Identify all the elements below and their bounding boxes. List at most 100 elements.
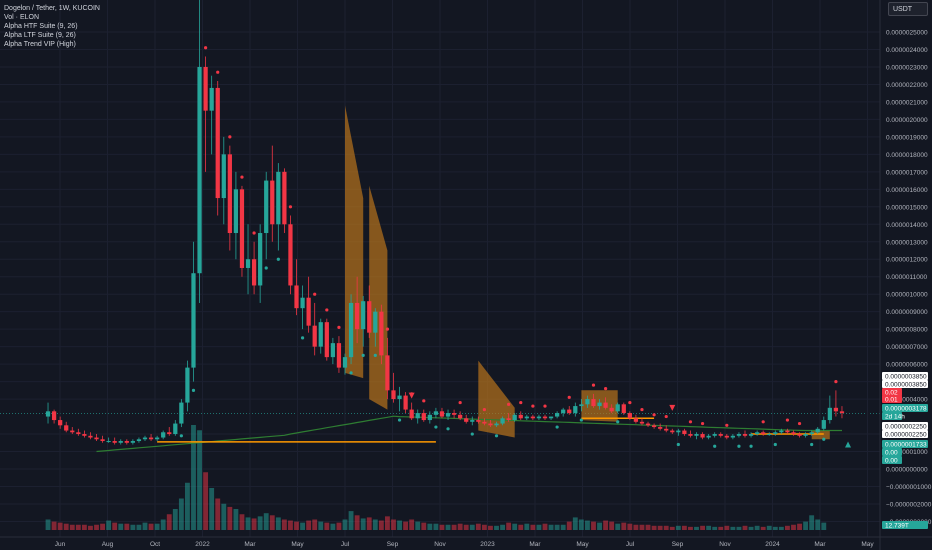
candle-body — [100, 439, 105, 442]
volume-bar — [530, 524, 536, 530]
volume-bar — [427, 523, 433, 530]
y-tick-label: 0.0000025000 — [886, 30, 928, 37]
candle-body — [585, 399, 590, 405]
signal-dot — [531, 404, 535, 408]
volume-bar — [778, 526, 784, 530]
volume-bar — [439, 524, 445, 530]
volume-bar — [372, 519, 378, 530]
legend-indicator-trend[interactable]: Alpha Trend VIP (High) — [4, 41, 76, 48]
candle-body — [245, 259, 251, 268]
y-tick-label: 0.0000015000 — [886, 204, 928, 211]
y-tick-label: 0.0000024000 — [886, 47, 928, 54]
signal-dot — [228, 135, 232, 139]
x-tick-label: Aug — [102, 541, 114, 548]
signal-triangle — [669, 404, 676, 411]
candle-body — [591, 399, 596, 407]
volume-bar — [421, 522, 427, 530]
volume-bar — [554, 524, 560, 530]
candle-body — [615, 404, 620, 412]
x-tick-label: 2023 — [480, 541, 495, 548]
candle-body — [76, 432, 81, 435]
legend-title[interactable]: Dogelon / Tether, 1W, KUCOIN — [4, 5, 100, 12]
candle-body — [761, 432, 766, 435]
volume-bar — [215, 498, 221, 530]
signal-dot — [434, 425, 438, 429]
volume-bar — [269, 515, 275, 530]
volume-bar — [512, 523, 518, 530]
candle-body — [258, 233, 263, 286]
signal-dot — [507, 402, 511, 406]
price-label: 0.00 — [885, 458, 898, 465]
price-label: 0.0000002250 — [885, 432, 927, 439]
volume-bar — [688, 526, 693, 530]
legend-volume[interactable]: Vol · ELON — [4, 14, 40, 21]
candle-body — [300, 297, 305, 309]
candle-body — [330, 343, 335, 358]
volume-bar — [609, 521, 615, 530]
legend-indicator-ltf[interactable]: Alpha LTF Suite (9, 26) — [4, 32, 76, 39]
signal-dot — [555, 425, 559, 429]
volume-bar — [621, 522, 627, 530]
x-tick-label: Nov — [434, 541, 446, 548]
candle-body — [215, 87, 220, 199]
volume-bar — [118, 523, 124, 530]
x-tick-label: May — [291, 541, 304, 548]
x-tick-label: Mar — [244, 541, 256, 548]
candle-body — [173, 423, 178, 435]
candle-body — [839, 411, 845, 414]
candle-body — [433, 411, 439, 415]
price-label: 2d 14h — [885, 414, 905, 421]
candle-body — [518, 414, 523, 419]
signal-dot — [797, 421, 802, 426]
volume-bar — [63, 523, 69, 530]
price-label-bg — [882, 388, 902, 396]
volume-bar — [275, 517, 281, 530]
volume-bar — [57, 522, 63, 530]
candle-body — [555, 413, 560, 417]
price-label-bg — [882, 404, 928, 412]
y-tick-label: 0.0000022000 — [886, 82, 928, 89]
y-tick-label: 0.0000007000 — [886, 344, 928, 351]
trend-line-green — [96, 415, 842, 453]
volume-bar — [100, 523, 105, 530]
candle-body — [427, 414, 432, 421]
price-label: 0.0000001733 — [885, 442, 927, 449]
volume-bar — [463, 524, 469, 530]
candle-body — [827, 407, 832, 421]
price-label: 0.0000003178 — [885, 406, 927, 413]
candle-body — [797, 434, 802, 436]
price-label-bg — [882, 448, 902, 456]
volume-bar — [366, 517, 372, 530]
y-tick-label: 0.0000017000 — [886, 169, 928, 176]
candle-body — [694, 434, 699, 436]
candle-body — [324, 322, 329, 358]
candle-body — [785, 430, 790, 433]
candle-body — [409, 409, 414, 419]
candle-body — [706, 435, 711, 438]
candle-body — [645, 423, 651, 426]
cloud-zone — [478, 360, 515, 438]
price-label: 0.0000003850 — [885, 382, 927, 389]
volume-bar — [445, 524, 451, 530]
volume-bar — [742, 525, 748, 530]
volume-bar — [409, 519, 415, 530]
candle-body — [264, 180, 269, 234]
candle-body — [379, 311, 384, 356]
volume-bar — [324, 522, 330, 530]
signal-dot — [604, 386, 608, 391]
candle-body — [651, 425, 657, 428]
volume-bar — [378, 520, 384, 530]
volume-bar — [803, 521, 809, 530]
volume-bar — [494, 525, 499, 530]
candle-body — [318, 322, 323, 347]
volume-bar — [172, 509, 178, 530]
volume-bar — [724, 525, 730, 530]
legend-indicator-htf[interactable]: Alpha HTF Suite (9, 26) — [4, 23, 78, 30]
y-tick-label: 0.0000006000 — [886, 362, 928, 369]
volume-bar — [706, 525, 712, 530]
candle-body — [670, 430, 675, 433]
candle-body — [361, 301, 366, 330]
signal-dot — [337, 325, 341, 330]
currency-selector[interactable]: USDT — [888, 2, 928, 16]
